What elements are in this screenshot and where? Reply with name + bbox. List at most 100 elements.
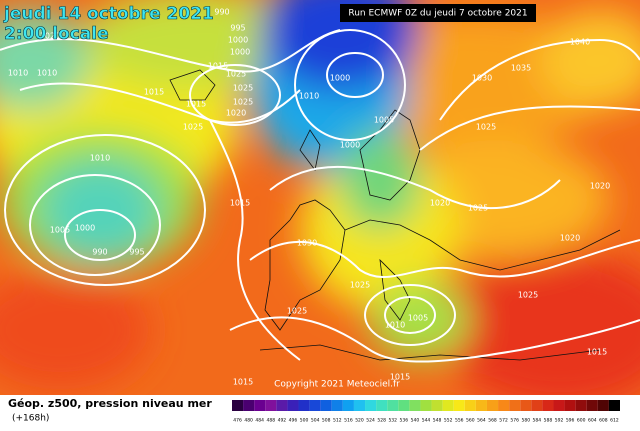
scale-swatch xyxy=(320,400,332,411)
isobar-label: 1020 xyxy=(226,109,246,118)
isobar-label: 990 xyxy=(92,248,107,257)
isobar-label: 1020 xyxy=(590,182,610,191)
isobar-label: 1010 xyxy=(37,69,57,78)
isobar-label: 1000 xyxy=(330,74,350,83)
isobar-label: 1040 xyxy=(570,38,590,47)
scale-label: 544 xyxy=(422,418,431,424)
isobar-label: 1015 xyxy=(144,88,164,97)
scale-swatch xyxy=(409,400,421,411)
run-info: Run ECMWF 0Z du jeudi 7 octobre 2021 xyxy=(348,9,527,19)
scale-label: 552 xyxy=(444,418,453,424)
isobar-label: 1010 xyxy=(90,154,110,163)
scale-swatch xyxy=(387,400,399,411)
scale-label: 540 xyxy=(411,418,420,424)
isobar-label: 1005 xyxy=(50,226,70,235)
isobar-label: 1025 xyxy=(350,281,370,290)
scale-label: 480 xyxy=(244,418,253,424)
isobar-label: 1000 xyxy=(75,224,95,233)
isobar-label: 1015 xyxy=(230,199,250,208)
scale-swatch xyxy=(453,400,465,411)
scale-swatch xyxy=(342,400,354,411)
isobar-label: 1015 xyxy=(186,100,206,109)
isobar-label: 990 xyxy=(214,8,229,17)
scale-label: 572 xyxy=(499,418,508,424)
isobar-label: 1025 xyxy=(287,307,307,316)
scale-label: 484 xyxy=(255,418,264,424)
scale-label: 580 xyxy=(521,418,530,424)
scale-label: 588 xyxy=(544,418,553,424)
scale-swatch xyxy=(243,400,255,411)
isobar-label: 1000 xyxy=(228,36,248,45)
scale-label: 568 xyxy=(488,418,497,424)
scale-label: 528 xyxy=(377,418,386,424)
time: 2:00 locale xyxy=(4,24,109,44)
scale-swatch xyxy=(575,400,587,411)
scale-swatch xyxy=(298,400,310,411)
isobar-label: 1025 xyxy=(476,123,496,132)
scale-swatch xyxy=(564,400,576,411)
isobar-label: 1020 xyxy=(560,234,580,243)
scale-label: 516 xyxy=(344,418,353,424)
scale-label: 604 xyxy=(588,418,597,424)
isobar-label: 1010 xyxy=(385,321,405,330)
scale-label: 556 xyxy=(455,418,464,424)
scale-swatch xyxy=(398,400,410,411)
isobar-label: 1025 xyxy=(233,84,253,93)
scale-swatch xyxy=(498,400,510,411)
isobar-label: 1000 xyxy=(340,141,360,150)
scale-label: 560 xyxy=(466,418,475,424)
isobar-label: 1010 xyxy=(299,92,319,101)
scale-label: 596 xyxy=(566,418,575,424)
scale-label: 532 xyxy=(388,418,397,424)
scale-swatch xyxy=(486,400,499,411)
isobar-label: 1015 xyxy=(233,378,253,387)
scale-swatch xyxy=(475,400,487,411)
isobar-label: 1035 xyxy=(511,64,531,73)
isobar-label: 1020 xyxy=(40,32,60,41)
scale-label: 496 xyxy=(289,418,298,424)
scale-swatch xyxy=(287,400,299,411)
date: jeudi 14 octobre 2021 xyxy=(3,4,214,24)
scale-label: 548 xyxy=(433,418,442,424)
scale-label: 600 xyxy=(577,418,586,424)
scale-swatch xyxy=(442,400,454,411)
scale-label: 584 xyxy=(533,418,542,424)
scale-label: 488 xyxy=(267,418,276,424)
scale-label: 608 xyxy=(599,418,608,424)
isobars xyxy=(0,29,640,363)
scale-swatch xyxy=(265,400,277,411)
scale-label: 512 xyxy=(333,418,342,424)
copyright: Copyright 2021 Meteociel.fr xyxy=(274,380,400,390)
scale-label: 592 xyxy=(555,418,564,424)
isobar-label: 1025 xyxy=(518,291,538,300)
run-box xyxy=(340,4,536,22)
scale-swatch xyxy=(542,400,554,411)
scale-label: 536 xyxy=(400,418,409,424)
scale-swatch xyxy=(597,400,609,411)
scale-swatch xyxy=(376,400,388,411)
scale-label: 508 xyxy=(322,418,331,424)
scale-label: 504 xyxy=(311,418,320,424)
scale-swatch xyxy=(586,400,598,411)
scale-swatch xyxy=(254,400,266,411)
isobar-label: 1015 xyxy=(208,62,228,71)
scale-label: 576 xyxy=(510,418,519,424)
footer-title: Géop. z500, pression niveau mer xyxy=(8,397,212,410)
scale-swatch xyxy=(309,400,321,411)
scale-swatch xyxy=(520,400,532,411)
isobar-label: 1025 xyxy=(183,123,203,132)
scale-label: 564 xyxy=(477,418,486,424)
scale-swatch xyxy=(464,400,476,411)
scale-swatch xyxy=(276,400,288,411)
scale-label: 520 xyxy=(355,418,364,424)
footer-lead: (+168h) xyxy=(12,414,49,424)
scale-label: 492 xyxy=(278,418,287,424)
scale-label: 500 xyxy=(300,418,309,424)
isobar-label: 1025 xyxy=(468,204,488,213)
scale-label: 476 xyxy=(233,418,242,424)
scale-label: 612 xyxy=(610,418,619,424)
isobar-label: 1015 xyxy=(390,373,410,382)
scale-swatch xyxy=(431,400,443,411)
